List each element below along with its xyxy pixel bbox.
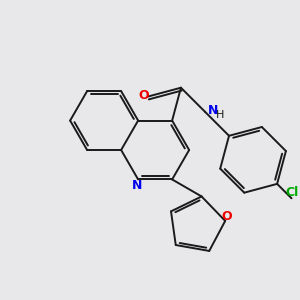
Text: Cl: Cl	[285, 186, 298, 199]
Text: N: N	[131, 179, 142, 193]
Text: O: O	[221, 210, 232, 223]
Text: H: H	[216, 110, 224, 120]
Text: N: N	[208, 104, 218, 117]
Text: O: O	[138, 88, 149, 101]
